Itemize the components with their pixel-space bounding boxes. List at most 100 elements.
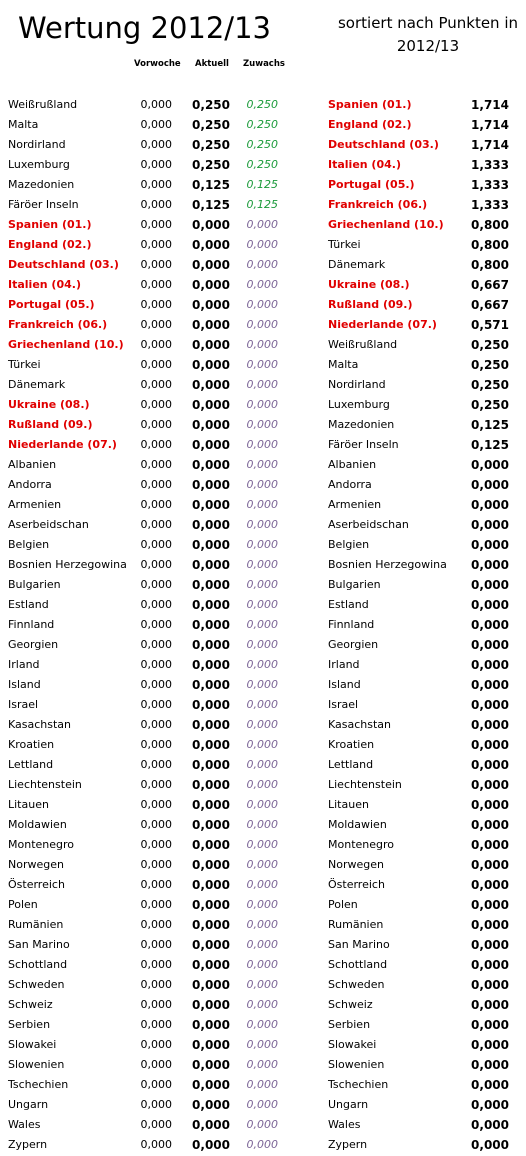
ranked-points-value: 0,250 [471, 338, 509, 352]
zuwachs-value: 0,000 [246, 438, 279, 451]
table-row: Lettland 0,000 0,000 0,000 Lettland 0,000 [0, 755, 526, 775]
ranked-team-name: Liechtenstein [328, 778, 402, 791]
zuwachs-value: 0,000 [246, 618, 279, 631]
zuwachs-value: 0,000 [246, 598, 279, 611]
zuwachs-value: 0,000 [246, 1038, 279, 1051]
ranked-team-name: Kasachstan [328, 718, 392, 731]
table-row: Wales 0,000 0,000 0,000 Wales 0,000 [0, 1115, 526, 1135]
table-row: Bulgarien 0,000 0,000 0,000 Bulgarien 0,000 [0, 575, 526, 595]
team-name: Italien (04.) [8, 278, 81, 291]
team-name: Griechenland (10.) [8, 338, 124, 351]
table-row: Georgien 0,000 0,000 0,000 Georgien 0,000 [0, 635, 526, 655]
aktuell-value: 0,000 [192, 758, 230, 772]
ranked-points-value: 0,000 [471, 778, 509, 792]
vorwoche-value: 0,000 [140, 258, 173, 271]
ranked-points-value: 0,000 [471, 978, 509, 992]
vorwoche-value: 0,000 [140, 998, 173, 1011]
ranked-points-value: 0,000 [471, 818, 509, 832]
zuwachs-value: 0,000 [246, 698, 279, 711]
vorwoche-value: 0,000 [140, 938, 173, 951]
ranked-points-value: 0,000 [471, 758, 509, 772]
aktuell-value: 0,000 [192, 1138, 230, 1152]
zuwachs-value: 0,000 [246, 558, 279, 571]
ranked-points-value: 0,000 [471, 578, 509, 592]
team-name: Zypern [8, 1138, 48, 1151]
team-name: Norwegen [8, 858, 64, 871]
ranked-points-value: 0,125 [471, 418, 509, 432]
aktuell-value: 0,000 [192, 958, 230, 972]
table-row: Türkei 0,000 0,000 0,000 Malta 0,250 [0, 355, 526, 375]
team-name: Andorra [8, 478, 52, 491]
zuwachs-value: 0,000 [246, 1118, 279, 1131]
table-row: Norwegen 0,000 0,000 0,000 Norwegen 0,000 [0, 855, 526, 875]
team-name: Österreich [8, 878, 65, 891]
aktuell-value: 0,000 [192, 838, 230, 852]
team-name: Malta [8, 118, 39, 131]
team-name: Finnland [8, 618, 55, 631]
team-name: Armenien [8, 498, 62, 511]
vorwoche-value: 0,000 [140, 238, 173, 251]
aktuell-value: 0,000 [192, 1098, 230, 1112]
ranked-team-name: Island [328, 678, 361, 691]
aktuell-value: 0,000 [192, 238, 230, 252]
vorwoche-value: 0,000 [140, 1118, 173, 1131]
table-row: Griechenland (10.) 0,000 0,000 0,000 Weißruß… [0, 335, 526, 355]
team-name: Tschechien [8, 1078, 69, 1091]
table-row: Schweiz 0,000 0,000 0,000 Schweiz 0,000 [0, 995, 526, 1015]
aktuell-value: 0,000 [192, 258, 230, 272]
vorwoche-value: 0,000 [140, 1138, 173, 1151]
zuwachs-value: 0,000 [246, 298, 279, 311]
team-name: Liechtenstein [8, 778, 82, 791]
vorwoche-value: 0,000 [140, 778, 173, 791]
zuwachs-value: 0,000 [246, 998, 279, 1011]
zuwachs-value: 0,000 [246, 958, 279, 971]
table-row: Färöer Inseln 0,000 0,125 0,125 Frankreich (… [0, 195, 526, 215]
table-row: Luxemburg 0,000 0,250 0,250 Italien (04.) 1,3… [0, 155, 526, 175]
team-name: Aserbeidschan [8, 518, 89, 531]
vorwoche-value: 0,000 [140, 718, 173, 731]
team-name: Kasachstan [8, 718, 72, 731]
zuwachs-value: 0,125 [246, 198, 279, 211]
table-row: Frankreich (06.) 0,000 0,000 0,000 Niederlan… [0, 315, 526, 335]
vorwoche-value: 0,000 [140, 898, 173, 911]
ranked-points-value: 0,250 [471, 398, 509, 412]
team-name: Frankreich (06.) [8, 318, 108, 331]
ranked-points-value: 0,000 [471, 1058, 509, 1072]
aktuell-value: 0,000 [192, 458, 230, 472]
team-name: Dänemark [8, 378, 66, 391]
ranked-team-name: Luxemburg [328, 398, 390, 411]
table-row: Ungarn 0,000 0,000 0,000 Ungarn 0,000 [0, 1095, 526, 1115]
team-name: Irland [8, 658, 40, 671]
ranked-team-name: Moldawien [328, 818, 387, 831]
table-row: Portugal (05.) 0,000 0,000 0,000 Rußland (09… [0, 295, 526, 315]
team-name: Kroatien [8, 738, 55, 751]
zuwachs-value: 0,000 [246, 378, 279, 391]
aktuell-value: 0,000 [192, 678, 230, 692]
aktuell-value: 0,000 [192, 358, 230, 372]
ranked-points-value: 0,000 [471, 1018, 509, 1032]
ranked-points-value: 1,333 [471, 178, 509, 192]
team-name: Spanien (01.) [8, 218, 92, 231]
table-row: Nordirland 0,000 0,250 0,250 Deutschland (03… [0, 135, 526, 155]
ranked-team-name: Frankreich (06.) [328, 198, 428, 211]
ranked-points-value: 0,000 [471, 558, 509, 572]
aktuell-value: 0,000 [192, 378, 230, 392]
aktuell-value: 0,000 [192, 858, 230, 872]
table-row: Spanien (01.) 0,000 0,000 0,000 Griechenland… [0, 215, 526, 235]
ranked-team-name: Andorra [328, 478, 372, 491]
table-row: Island 0,000 0,000 0,000 Island 0,000 [0, 675, 526, 695]
zuwachs-value: 0,000 [246, 978, 279, 991]
table-row: Irland 0,000 0,000 0,000 Irland 0,000 [0, 655, 526, 675]
zuwachs-value: 0,000 [246, 778, 279, 791]
ranked-team-name: Rumänien [328, 918, 384, 931]
ranked-team-name: Slowenien [328, 1058, 385, 1071]
vorwoche-value: 0,000 [140, 958, 173, 971]
ranked-team-name: Malta [328, 358, 359, 371]
ranked-team-name: Armenien [328, 498, 382, 511]
aktuell-value: 0,250 [192, 158, 230, 172]
table-row: Belgien 0,000 0,000 0,000 Belgien 0,000 [0, 535, 526, 555]
ranked-team-name: Lettland [328, 758, 374, 771]
ranked-points-value: 0,000 [471, 878, 509, 892]
zuwachs-value: 0,000 [246, 1078, 279, 1091]
table-row: Montenegro 0,000 0,000 0,000 Montenegro 0,000 [0, 835, 526, 855]
